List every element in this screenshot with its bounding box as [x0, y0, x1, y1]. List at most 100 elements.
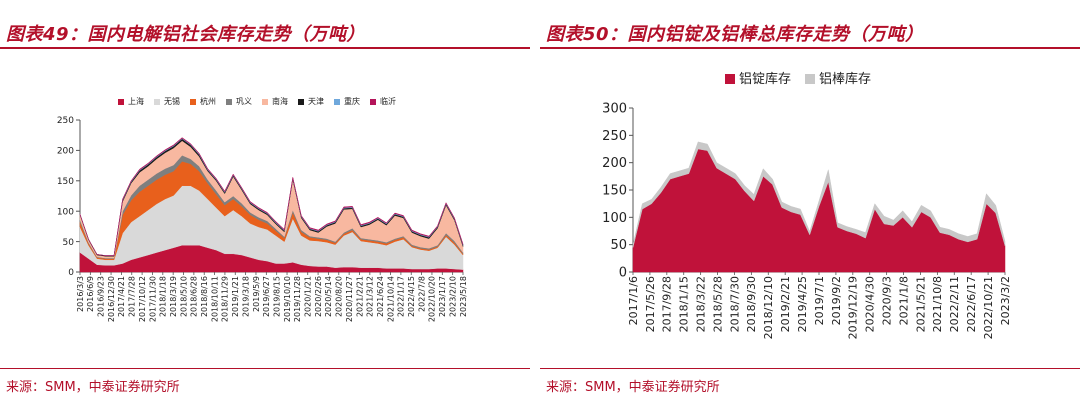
x-tick-label: 2016/9/23 [97, 276, 106, 317]
x-tick-label: 2022/1/17 [397, 276, 406, 317]
x-tick-label: 2020/8/20 [335, 276, 344, 317]
x-tick-label: 2017/11/30 [148, 276, 157, 322]
legend-label: 天津 [308, 96, 324, 106]
x-tick-label: 2018/10/11 [210, 276, 219, 322]
legend-label: 重庆 [344, 96, 360, 106]
x-tick-label: 2018/5/28 [711, 276, 724, 332]
x-tick-label: 2020/4/30 [864, 276, 877, 332]
right-figure-title: 图表50：国内铝锭及铝棒总库存走势（万吨） [546, 24, 924, 45]
x-tick-label: 2020/9/3 [880, 276, 893, 325]
x-tick-label: 2016/12/30 [107, 276, 116, 322]
x-tick-label: 2021/5/21 [914, 276, 927, 332]
x-tick-label: 2019/7/1 [813, 276, 826, 325]
left-figure-panel: 图表49：国内电解铝社会库存走势（万吨） 0 50 100 150 200 250 2016… [0, 0, 530, 407]
x-tick-label: 2023/3/2 [999, 276, 1012, 325]
x-tick-label: 2018/3/22 [694, 276, 707, 332]
x-tick-label: 2019/11/28 [293, 276, 302, 322]
x-tick-label: 2019/6/27 [262, 276, 271, 317]
left-source-note: 来源：SMM，中泰证券研究所 [6, 380, 180, 395]
legend-label: 铝锭库存 [739, 71, 791, 87]
left-figure-title: 图表49：国内电解铝社会库存走势（万吨） [6, 24, 366, 45]
x-tick-label: 2017/4/21 [117, 276, 126, 317]
right-source-rule [540, 368, 1080, 369]
legend-swatch [298, 99, 304, 105]
y-tick-label: 0 [619, 266, 627, 281]
legend-label: 临沂 [380, 96, 396, 106]
x-tick-label: 2017/1/6 [627, 276, 640, 325]
right-figure-panel: 图表50：国内铝锭及铝棒总库存走势（万吨） 0 50 100 150 200 250 300… [540, 0, 1080, 407]
x-tick-label: 2018/6/28 [190, 276, 199, 317]
y-tick-label: 150 [602, 184, 627, 199]
x-tick-label: 2017/9/28 [661, 276, 674, 332]
left-stacked-area-chart: 0 50 100 150 200 250 2016/3/3 2016/6/9 2016/9/23… [57, 96, 468, 322]
y-tick-label: 100 [57, 207, 74, 217]
legend-swatch [334, 99, 340, 105]
x-tick-label: 2019/9/2 [830, 276, 843, 325]
x-tick-label: 2021/1/8 [897, 276, 910, 325]
legend-label: 巩义 [236, 97, 252, 106]
x-tick-label: 2019/1/21 [231, 276, 240, 317]
x-tick-label: 2018/3/19 [169, 276, 178, 317]
x-tick-label: 2023/2/10 [448, 276, 457, 317]
y-tick-label: 0 [68, 268, 74, 278]
x-tick-label: 2021/6/24 [376, 276, 385, 317]
x-tick-label: 2016/3/3 [76, 276, 85, 312]
x-tick-label: 2020/1/21 [304, 276, 313, 317]
y-tick-label: 150 [57, 177, 74, 187]
right-title-rule [540, 47, 1080, 49]
x-tick-label: 2019/5/9 [252, 276, 261, 312]
x-tick-label: 2023/5/18 [459, 276, 468, 317]
x-tick-label: 2021/10/8 [931, 276, 944, 332]
left-title-rule [0, 47, 530, 49]
legend-swatch [190, 99, 196, 105]
legend-swatch [118, 99, 124, 105]
x-tick-label: 2022/10/21 [982, 276, 995, 339]
x-tick-label: 2021/10/14 [386, 276, 395, 322]
legend-label: 无锡 [164, 97, 180, 106]
x-tick-label: 2020/2/26 [314, 276, 323, 317]
x-tick-label: 2022/2/11 [948, 276, 961, 332]
y-tick-label: 200 [602, 156, 627, 171]
y-tick-label: 100 [602, 211, 627, 226]
x-tick-label: 2019/2/21 [779, 276, 792, 332]
legend-swatch [725, 74, 735, 84]
right-stacked-area-chart: 0 50 100 150 200 250 300 2017/1/6 2017/5/26 2017/… [602, 71, 1012, 339]
x-tick-label: 2017/5/26 [644, 276, 657, 332]
x-tick-label: 2018/12/10 [762, 276, 775, 339]
x-tick-label: 2019/3/18 [241, 276, 250, 317]
x-tick-label: 2021/2/21 [355, 276, 364, 317]
x-tick-label: 2020/11/27 [345, 276, 354, 322]
x-tick-label: 2018/11/29 [221, 276, 230, 322]
y-tick-label: 200 [57, 147, 74, 157]
x-tick-label: 2017/10/12 [138, 276, 147, 322]
x-tick-label: 2019/10/10 [283, 276, 292, 322]
series-area-2 [632, 141, 1006, 248]
x-tick-label: 2018/9/30 [745, 276, 758, 332]
x-tick-label: 2021/3/12 [366, 276, 375, 317]
x-tick-label: 2016/6/9 [86, 276, 95, 312]
legend-label: 南海 [272, 96, 288, 106]
series-area-8 [79, 137, 464, 256]
legend-swatch [805, 74, 815, 84]
legend-swatch [226, 99, 232, 105]
legend-label: 杭州 [200, 96, 216, 106]
x-tick-label: 2023/1/17 [438, 276, 447, 317]
legend-swatch [154, 99, 160, 105]
legend-swatch [370, 99, 376, 105]
x-tick-label: 2022/10/20 [428, 276, 437, 322]
x-tick-label: 2020/5/14 [324, 276, 333, 317]
y-tick-label: 50 [63, 238, 75, 248]
y-tick-label: 250 [57, 116, 74, 126]
x-tick-label: 2017/7/28 [128, 276, 137, 317]
x-tick-label: 2019/12/19 [847, 276, 860, 339]
x-tick-label: 2018/1/15 [678, 276, 691, 332]
x-tick-label: 2018/5/10 [179, 276, 188, 317]
y-tick-label: 50 [610, 238, 627, 253]
x-tick-label: 2022/7/8 [417, 276, 426, 312]
y-tick-label: 300 [602, 102, 627, 117]
x-tick-label: 2019/8/15 [272, 276, 281, 317]
x-tick-label: 2018/1/18 [159, 276, 168, 317]
x-tick-label: 2022/6/17 [965, 276, 978, 332]
legend-swatch [262, 99, 268, 105]
x-tick-label: 2019/4/25 [796, 276, 809, 332]
